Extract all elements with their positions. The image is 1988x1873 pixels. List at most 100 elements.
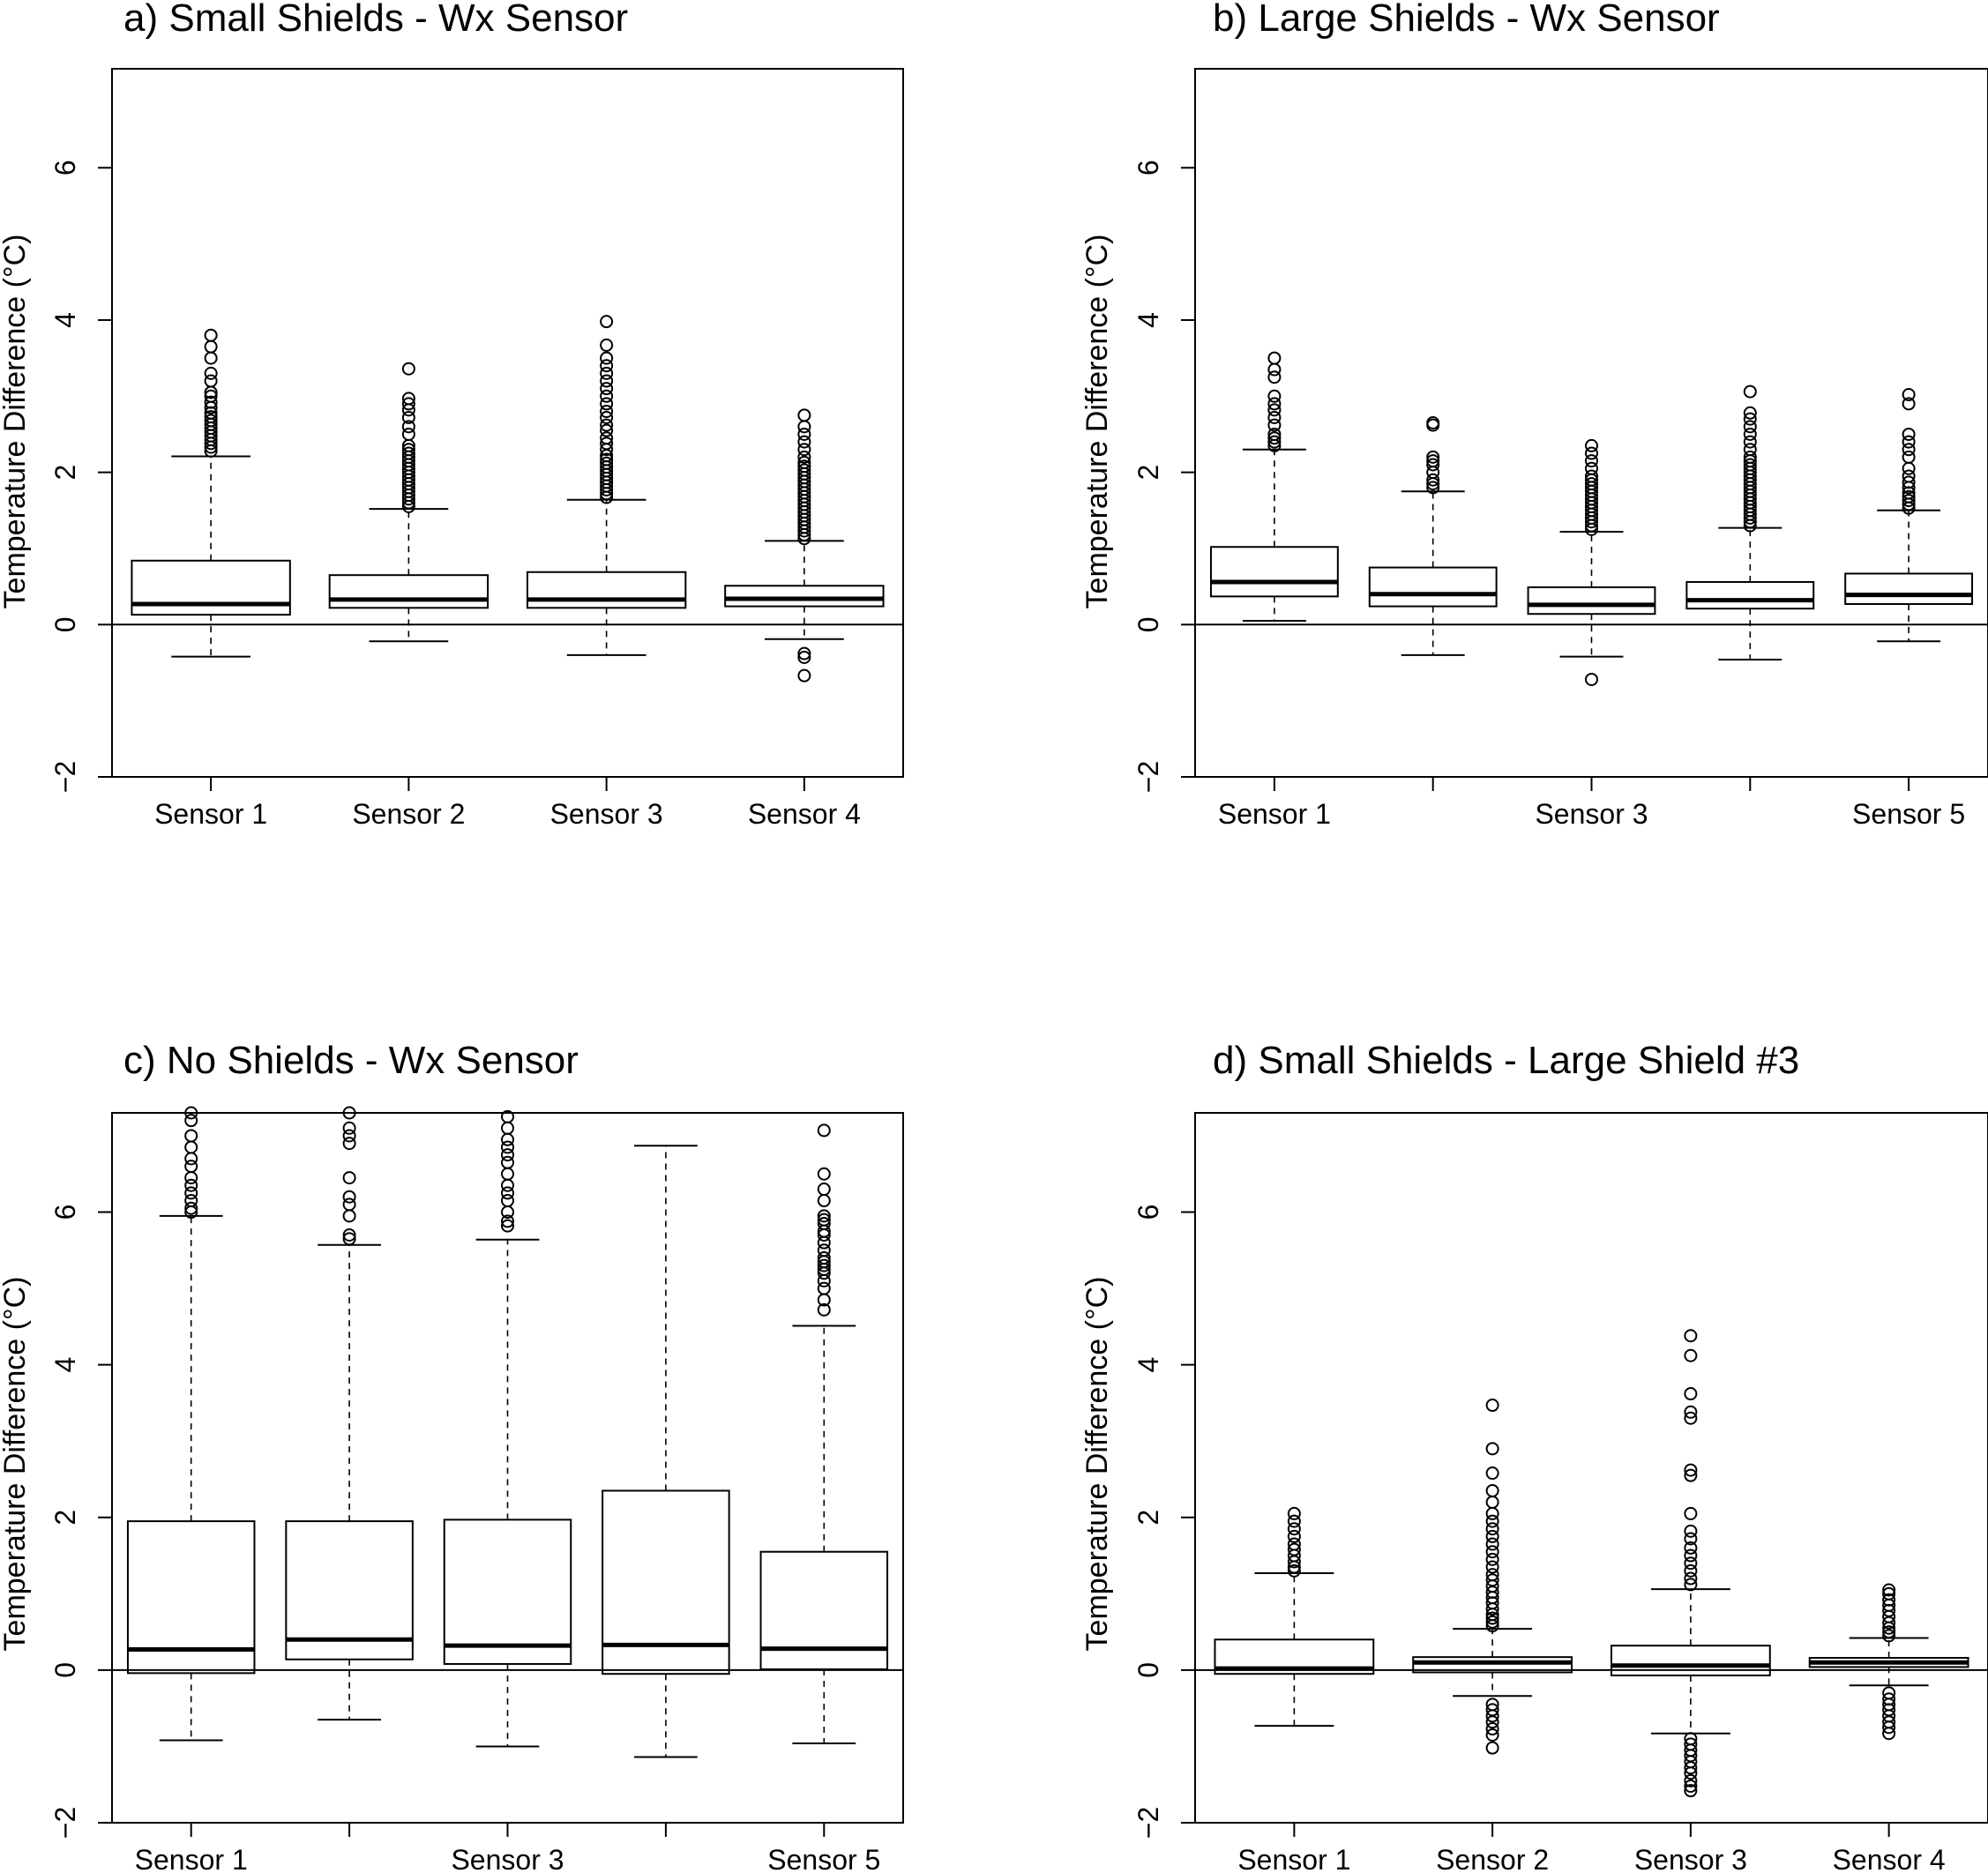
outlier-point <box>1485 1522 1499 1536</box>
outlier-point <box>1426 458 1440 472</box>
outlier-point <box>401 427 415 441</box>
outlier-point <box>1485 1514 1499 1528</box>
outlier-point <box>501 1132 514 1146</box>
outlier-point <box>1684 1329 1698 1343</box>
outlier-point <box>797 435 811 449</box>
iqr-box <box>1214 1638 1375 1675</box>
x-tick-label: Sensor 4 <box>748 798 861 830</box>
box-sensor-1: Sensor 1 <box>126 1106 256 1873</box>
iqr-box <box>1685 580 1815 610</box>
x-tick-label: Sensor 4 <box>1833 1844 1946 1873</box>
outlier-point <box>401 397 415 411</box>
outlier-point <box>1485 1715 1499 1729</box>
outlier-point <box>600 410 614 424</box>
outlier-point <box>1684 1463 1698 1477</box>
outlier-point <box>1902 388 1916 402</box>
y-tick-label: 2 <box>1132 465 1164 481</box>
outlier-point <box>1684 1773 1698 1787</box>
outlier-point <box>1743 427 1757 441</box>
outlier-point <box>817 1302 831 1317</box>
outlier-point <box>501 1140 514 1154</box>
outlier-point <box>342 1232 356 1246</box>
outlier-point <box>1585 446 1598 460</box>
outlier-point <box>1485 1529 1499 1543</box>
outlier-point <box>342 1209 356 1223</box>
outlier-point <box>1267 427 1282 441</box>
outlier-point <box>501 1219 514 1233</box>
outlier-point <box>1743 435 1757 449</box>
outlier-point <box>797 463 811 477</box>
iqr-box <box>443 1519 572 1665</box>
iqr-box <box>1368 566 1498 608</box>
outlier-point <box>342 1121 356 1135</box>
outlier-point <box>204 389 218 403</box>
outlier-point <box>1585 461 1598 475</box>
outlier-point <box>1267 362 1282 377</box>
outlier-point <box>600 366 614 380</box>
outlier-point <box>204 351 218 365</box>
outlier-point <box>797 646 811 660</box>
outlier-point <box>1267 431 1282 445</box>
plot-area: −2 0 2 4 6 Sensor 1 Sensor 2 Sensor 3 Sensor 4 <box>1132 1112 1988 1873</box>
outlier-point <box>1267 435 1282 449</box>
outlier-point <box>817 1194 831 1208</box>
box-sensor-3: Sensor 3 <box>1610 1329 1771 1873</box>
box-sensor-4: Sensor 4 <box>724 408 885 830</box>
outlier-point <box>1267 397 1282 411</box>
outlier-point <box>1485 1495 1499 1509</box>
y-tick-label: 0 <box>1132 1662 1164 1678</box>
box-sensor-2 <box>1368 416 1498 791</box>
outlier-point <box>797 408 811 422</box>
outlier-point <box>600 456 614 470</box>
y-tick-label: −2 <box>1132 761 1164 793</box>
iqr-box <box>602 1489 730 1675</box>
outlier-point <box>204 366 218 380</box>
iqr-box <box>1412 1656 1573 1674</box>
plot-area: −2 0 2 4 6 Sensor 1 Sensor 3 Sensor 5 <box>49 1106 904 1873</box>
outlier-point <box>204 410 218 424</box>
outlier-point <box>600 397 614 411</box>
outlier-point <box>600 423 614 437</box>
outlier-point <box>1485 1552 1499 1566</box>
panel-d: d) Small Shields - Large Shield #3 Tempe… <box>1080 1039 1988 1873</box>
box-sensor-5: Sensor 5 <box>1844 388 1974 830</box>
outlier-point <box>501 1155 514 1169</box>
y-tick-label: −2 <box>1132 1807 1164 1839</box>
plot-area: −2 0 2 4 6 Sensor 1 Sensor 3 Sensor 5 <box>1132 68 1988 830</box>
outlier-point <box>1485 1709 1499 1723</box>
x-tick-label: Sensor 3 <box>1634 1844 1747 1873</box>
outlier-point <box>1743 420 1757 434</box>
outlier-point <box>1684 1784 1698 1798</box>
outlier-point <box>1684 1468 1698 1482</box>
x-tick-label: Sensor 3 <box>550 798 663 830</box>
y-tick-label: 4 <box>1132 312 1164 328</box>
outlier-point <box>1684 1556 1698 1571</box>
y-tick-label: 4 <box>49 312 81 328</box>
plot-frame <box>1194 1112 1988 1824</box>
outlier-point <box>817 1258 831 1272</box>
outlier-point <box>1485 1442 1499 1456</box>
iqr-box <box>1527 586 1656 616</box>
outlier-point <box>1267 418 1282 432</box>
outlier-point <box>1267 351 1282 365</box>
outlier-point <box>1485 1483 1499 1497</box>
y-tick-label: 2 <box>1132 1510 1164 1526</box>
outlier-point <box>184 1171 198 1185</box>
outlier-point <box>184 1201 198 1215</box>
outlier-point <box>1902 475 1916 489</box>
outlier-point <box>1684 1532 1698 1546</box>
outlier-point <box>1426 416 1440 429</box>
outlier-point <box>401 410 415 424</box>
outlier-point <box>1684 1761 1698 1775</box>
outlier-point <box>501 1178 514 1192</box>
outlier-point <box>817 1167 831 1181</box>
outlier-point <box>401 443 415 457</box>
outlier-point <box>204 414 218 428</box>
outlier-point <box>184 1186 198 1200</box>
outlier-point <box>1426 481 1440 495</box>
y-axis-label: Temperature Difference (°C) <box>1080 1277 1114 1652</box>
panel-title: d) Small Shields - Large Shield #3 <box>1213 1039 1799 1082</box>
outlier-point <box>401 392 415 406</box>
box-sensor-3: Sensor 3 <box>526 315 687 830</box>
